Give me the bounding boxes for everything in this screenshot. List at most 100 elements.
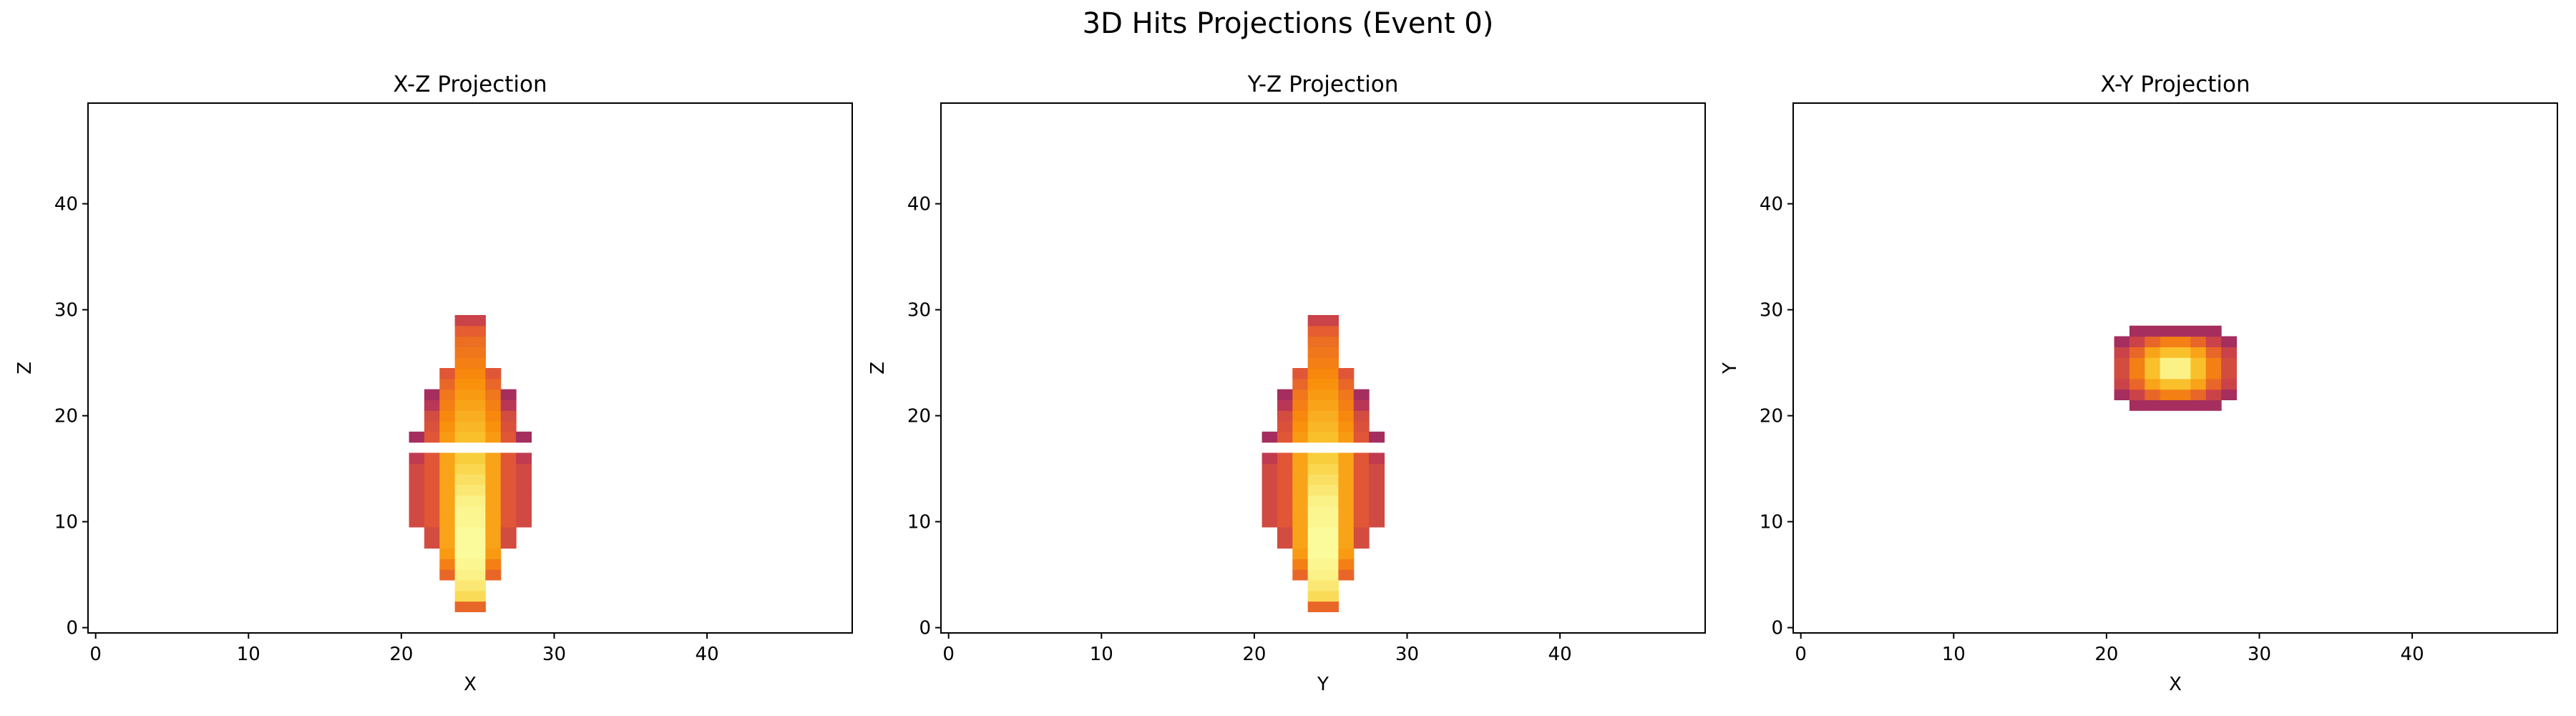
heatmap-cell [454,505,471,517]
heatmap-cell [485,569,502,581]
heatmap-cell [454,548,471,559]
heatmap-cell [1277,421,1293,432]
heatmap-cell [2221,357,2238,369]
heatmap-cells [1262,315,1385,612]
x-tick-label: 30 [2248,644,2271,665]
heatmap-cell [1323,505,1339,517]
heatmap-cell [485,548,502,559]
heatmap-cell [485,516,502,528]
heatmap-cell [1353,463,1370,475]
heatmap-cell [2129,389,2145,400]
heatmap-cell [2160,368,2176,379]
x-tick-label: 40 [696,644,719,665]
heatmap-cell [500,505,517,517]
heatmap-cell [454,389,471,400]
chart-title: Y-Z Projection [1247,72,1399,97]
chart-title: X-Z Projection [393,72,547,97]
heatmap-cell [1307,527,1324,538]
heatmap-cell [2205,347,2222,358]
heatmap-cell [470,516,486,528]
heatmap-cell [1338,400,1355,411]
x-tick-label: 10 [1942,644,1966,665]
heatmap-cell [2175,357,2191,369]
heatmap-cell [2175,368,2191,379]
heatmap-cell [1307,453,1324,464]
heatmap-cell [1338,537,1355,549]
heatmap-cell [1323,357,1339,369]
heatmap-cell [1323,537,1339,549]
heatmap-cell [1307,495,1324,506]
heatmap-cell [1353,527,1370,538]
heatmap-cell [424,505,440,517]
heatmap-cell [1292,474,1309,485]
heatmap-cell [470,463,486,475]
heatmap-cell [470,378,486,390]
heatmap-cell [500,410,517,422]
heatmap-cell [439,558,456,570]
heatmap-cell [454,537,471,549]
heatmap-cell [1307,548,1324,559]
heatmap-cell [500,474,517,485]
y-tick-label: 0 [919,618,931,639]
heatmap-cell [485,431,502,443]
heatmap-cell [1353,484,1370,496]
heatmap-cell [424,484,440,496]
heatmap-cell [2160,378,2176,390]
heatmap-cell [470,558,486,570]
heatmap-cell [470,410,486,422]
heatmap-cell [454,410,471,422]
heatmap-cell [454,368,471,379]
heatmap-cell [2145,336,2161,347]
heatmap-cell [1338,368,1355,379]
heatmap-cell [1353,505,1370,517]
heatmap-cell [1277,389,1293,400]
heatmap-cell [1323,315,1339,326]
heatmap-cell [424,516,440,528]
heatmap-cell [2221,378,2238,390]
y-axis-label: Z [14,362,36,374]
heatmap-cell [1323,484,1339,496]
heatmap-cell [1307,569,1324,581]
y-axis-label: Z [867,362,889,374]
x-tick-label: 40 [2401,644,2424,665]
heatmap-cell [1323,558,1339,570]
heatmap-cell [470,474,486,485]
heatmap-cell [439,421,456,432]
heatmap-cell [470,569,486,581]
heatmap-cell [1262,431,1278,443]
heatmap-cell [1277,400,1293,411]
y-tick-label: 40 [54,194,78,216]
heatmap-cell [470,315,486,326]
heatmap-cell [500,421,517,432]
heatmap-cell [1307,389,1324,400]
heatmap-cell [1292,527,1309,538]
heatmap-cell [2205,400,2222,411]
x-axis-label: Y [1317,674,1329,695]
heatmap-cell [1338,421,1355,432]
heatmap-cell [470,453,486,464]
heatmap-cell [1323,400,1339,411]
heatmap-cell [1292,431,1309,443]
heatmap-cell [1292,389,1309,400]
heatmap-cell [500,463,517,475]
heatmap-cell [2205,336,2222,347]
heatmap-cell [1323,336,1339,347]
heatmap-cell [1323,463,1339,475]
heatmap-cell [2175,347,2191,358]
heatmap-cell [1262,516,1278,528]
y-tick-label: 20 [54,406,78,427]
heatmap-cell [516,516,532,528]
heatmap-cell [485,389,502,400]
heatmap-cell [439,453,456,464]
y-tick-label: 30 [907,300,931,321]
x-tick-label: 30 [542,644,566,665]
heatmap-cell [424,495,440,506]
heatmap-cell [1353,400,1370,411]
heatmap-cell [409,474,425,485]
heatmap-cell [500,537,517,549]
x-tick-label: 20 [2094,644,2118,665]
heatmap-cell [500,516,517,528]
heatmap-cell [439,495,456,506]
heatmap-cell [1353,453,1370,464]
